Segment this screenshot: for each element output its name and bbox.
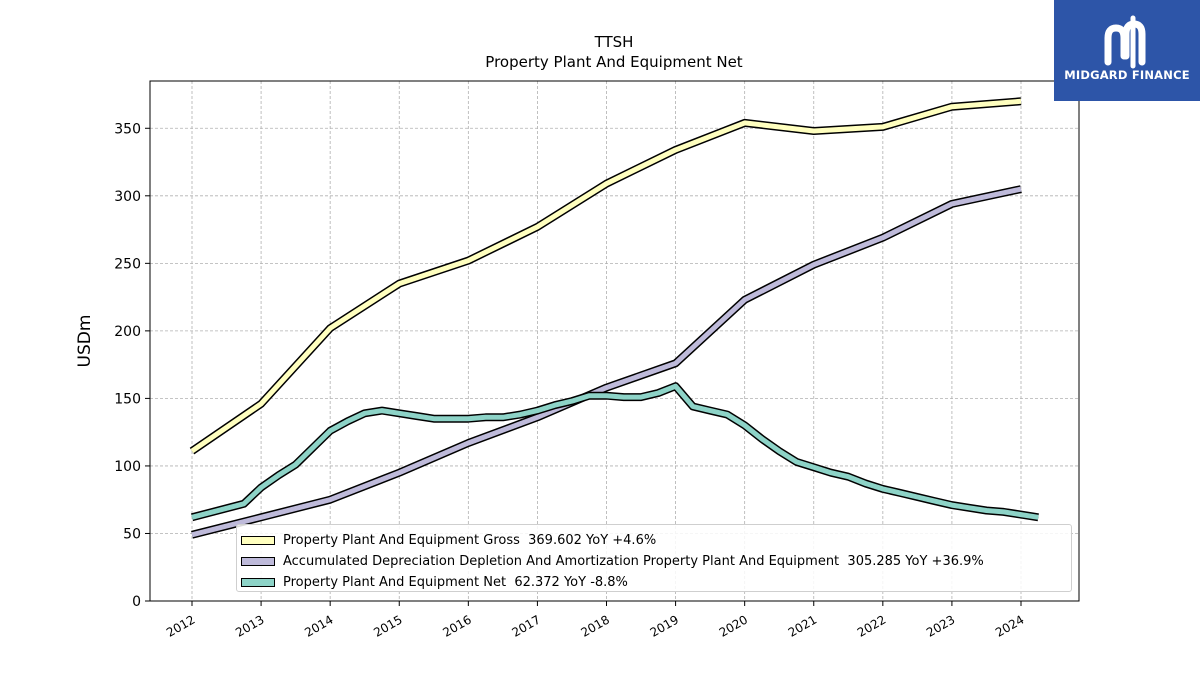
y-tick-label: 0 <box>132 594 141 610</box>
series-line-gross <box>189 97 1022 455</box>
legend-label-gross: Property Plant And Equipment Gross 369.6… <box>283 533 657 548</box>
x-tick-label: 2020 <box>717 612 750 639</box>
grid <box>150 81 1079 601</box>
x-tick-label: 2018 <box>579 612 612 639</box>
logo-text: MIDGARD FINANCE <box>1064 68 1190 82</box>
legend-swatch-accumulated-depreciation <box>241 557 275 566</box>
x-tick-label: 2019 <box>648 612 681 639</box>
chart-subtitle: Property Plant And Equipment Net <box>485 53 742 71</box>
x-tick-label: 2023 <box>924 612 957 639</box>
y-tick-label: 350 <box>114 121 141 137</box>
series-line-gross-fill <box>190 98 1022 454</box>
x-tick-label: 2017 <box>509 612 542 639</box>
legend-label-net: Property Plant And Equipment Net 62.372 … <box>283 575 628 590</box>
x-tick-label: 2021 <box>786 612 819 639</box>
chart-title: TTSH <box>594 33 634 51</box>
series-lines <box>189 97 1039 539</box>
y-tick-label: 250 <box>114 256 141 272</box>
x-tick-label: 2015 <box>371 612 404 639</box>
series-line-accumulated-depreciation <box>191 185 1022 539</box>
legend-item-accumulated-depreciation: Accumulated Depreciation Depletion And A… <box>237 551 1071 572</box>
legend-item-net: Property Plant And Equipment Net 62.372 … <box>237 572 1071 593</box>
y-tick-label: 300 <box>114 189 141 205</box>
legend-item-gross: Property Plant And Equipment Gross 369.6… <box>237 530 1071 551</box>
x-tick-label: 2016 <box>440 612 473 639</box>
legend-label-accumulated-depreciation: Accumulated Depreciation Depletion And A… <box>283 554 984 569</box>
x-tick-label: 2014 <box>302 612 335 639</box>
midgard-finance-logo: MIDGARD FINANCE <box>1054 0 1200 101</box>
x-tick-label: 2022 <box>855 612 888 639</box>
y-tick-label: 150 <box>114 391 141 407</box>
series-line-accumulated-depreciation-fill <box>191 186 1022 538</box>
y-tick-label: 200 <box>114 324 141 340</box>
legend-swatch-gross <box>241 536 275 545</box>
y-axis-label: USDm <box>75 315 95 368</box>
legend: Property Plant And Equipment Gross 369.6… <box>236 524 1072 592</box>
x-tick-label: 2013 <box>233 612 266 639</box>
y-tick-label: 100 <box>114 459 141 475</box>
y-tick-label: 50 <box>123 526 141 542</box>
x-tick-label: 2012 <box>164 612 197 639</box>
legend-swatch-net <box>241 578 275 587</box>
logo-mark-icon <box>1104 15 1146 69</box>
series-line-net <box>190 382 1039 522</box>
plot-frame <box>149 80 1080 602</box>
series-line-net-fill <box>191 383 1039 520</box>
x-tick-label: 2024 <box>993 612 1026 639</box>
